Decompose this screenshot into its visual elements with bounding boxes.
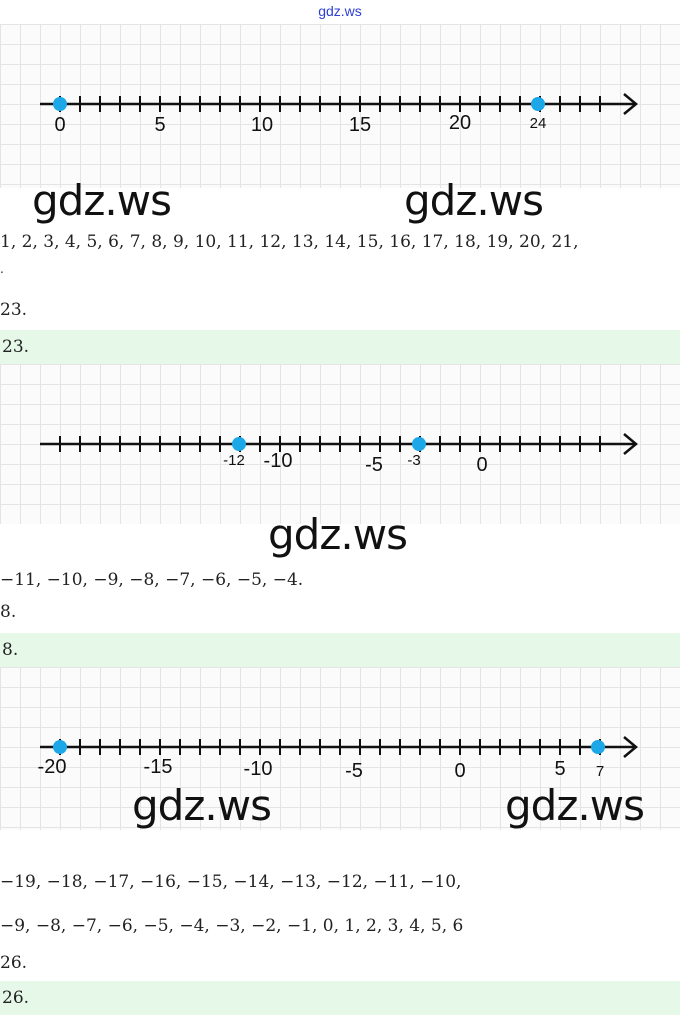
number-line-panel-2: -12 -10 -5 -3 0 gdz.ws xyxy=(0,364,680,559)
problem-number: 23. xyxy=(0,300,28,320)
tick-label: -5 xyxy=(365,454,383,476)
tick-label: 0 xyxy=(454,760,465,782)
tick-label: -20 xyxy=(38,756,67,778)
problem-number: 26. xyxy=(0,953,28,973)
point-marker xyxy=(232,437,246,451)
point-marker xyxy=(531,97,545,111)
problem-number: 8. xyxy=(0,602,17,622)
watermark: gdz.ws xyxy=(404,176,544,225)
answer-bar: 23. xyxy=(0,330,680,364)
answer-bar: 8. xyxy=(0,633,680,667)
tick-label: -3 xyxy=(407,452,420,469)
tick-label: 5 xyxy=(554,758,565,780)
answer-label: 23. xyxy=(2,337,30,357)
tick-label: -15 xyxy=(144,756,173,778)
number-line-2: -12 -10 -5 -3 0 xyxy=(40,433,638,476)
answer-text: −19, −18, −17, −16, −15, −14, −13, −12, … xyxy=(0,872,462,892)
tick-label: -10 xyxy=(264,450,293,472)
site-watermark: gdz.ws xyxy=(318,3,362,19)
watermark: gdz.ws xyxy=(132,781,272,830)
number-line-panel-1: 0 5 10 15 20 24 gdz.ws gdz.ws xyxy=(0,24,680,225)
tick-label: -12 xyxy=(223,452,245,469)
tick-label: 5 xyxy=(154,114,165,136)
point-marker xyxy=(412,437,426,451)
answer-text: −9, −8, −7, −6, −5, −4, −3, −2, −1, 0, 1… xyxy=(0,916,464,936)
tick-label: -10 xyxy=(244,758,273,780)
answer-text: −11, −10, −9, −8, −7, −6, −5, −4. xyxy=(0,570,304,590)
number-line-panel-3: -20 -15 -10 -5 0 5 7 gdz.ws gdz.ws xyxy=(0,667,680,830)
number-line-1: 0 5 10 15 20 24 xyxy=(40,93,638,136)
answer-bar: 26. xyxy=(0,981,680,1015)
answer-label: 26. xyxy=(2,988,30,1008)
tick-label: 0 xyxy=(476,454,487,476)
answer-text: . xyxy=(0,262,4,276)
tick-label: 7 xyxy=(596,763,604,780)
tick-label: 10 xyxy=(251,114,273,136)
watermark: gdz.ws xyxy=(505,781,645,830)
number-line-3: -20 -15 -10 -5 0 5 7 xyxy=(38,736,638,782)
tick-label: 0 xyxy=(54,114,65,136)
point-marker xyxy=(591,740,605,754)
answer-label: 8. xyxy=(2,640,19,660)
watermark: gdz.ws xyxy=(32,176,172,225)
answer-text: 1, 2, 3, 4, 5, 6, 7, 8, 9, 10, 11, 12, 1… xyxy=(0,232,579,252)
watermark: gdz.ws xyxy=(268,510,408,559)
point-marker xyxy=(53,740,67,754)
tick-label: 24 xyxy=(530,115,547,132)
point-marker xyxy=(53,97,67,111)
tick-label: 20 xyxy=(449,112,471,134)
tick-label: 15 xyxy=(349,114,371,136)
tick-label: -5 xyxy=(345,760,363,782)
